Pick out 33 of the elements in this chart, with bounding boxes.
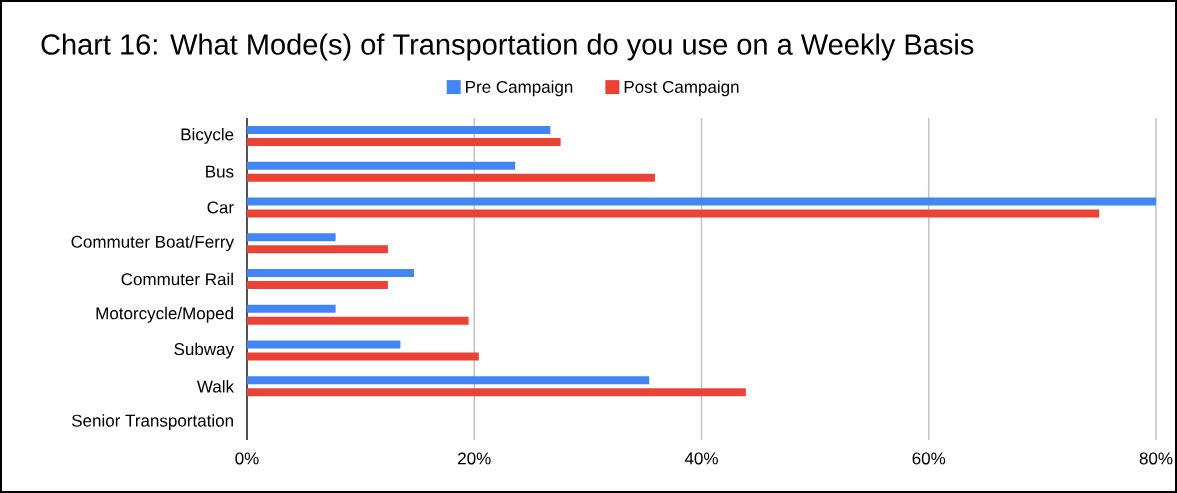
x-tick-label: 0% bbox=[235, 452, 259, 465]
y-tick-label: Walk bbox=[196, 380, 235, 393]
bar bbox=[247, 376, 650, 385]
bar bbox=[247, 161, 516, 170]
y-tick-label: Car bbox=[207, 201, 234, 214]
bar bbox=[247, 269, 415, 278]
bar bbox=[247, 197, 1156, 206]
bar bbox=[247, 352, 479, 361]
legend-label: Pre Campaign bbox=[466, 80, 573, 97]
bar bbox=[247, 125, 551, 134]
bar bbox=[247, 340, 401, 349]
bar bbox=[247, 245, 388, 254]
bar bbox=[247, 173, 655, 182]
y-tick-label: Senior Transportation bbox=[72, 414, 233, 431]
x-tick-label: 20% bbox=[458, 452, 491, 465]
x-tick-label: 40% bbox=[684, 452, 718, 465]
y-tick-label: Bus bbox=[206, 165, 234, 178]
bar bbox=[247, 316, 469, 325]
bar bbox=[247, 388, 746, 397]
y-tick-label: Subway bbox=[174, 342, 235, 359]
x-tick-label: 60% bbox=[912, 452, 946, 465]
y-tick-label: Commuter Boat/Ferry bbox=[71, 235, 235, 252]
bar bbox=[247, 281, 388, 290]
y-tick-label: Commuter Rail bbox=[121, 272, 233, 286]
x-tick-label: 80% bbox=[1139, 452, 1173, 465]
legend-label: Post Campaign bbox=[624, 80, 739, 97]
bar bbox=[247, 209, 1100, 218]
bar bbox=[247, 137, 561, 146]
bar bbox=[247, 304, 336, 313]
chart-title: Chart 16: What Mode(s) of Transportation do you use on a Weekly Basis bbox=[41, 33, 974, 61]
bar bbox=[247, 233, 336, 242]
y-tick-label: Motorcycle/Moped bbox=[96, 306, 233, 323]
y-tick-label: Bicycle bbox=[181, 127, 234, 144]
